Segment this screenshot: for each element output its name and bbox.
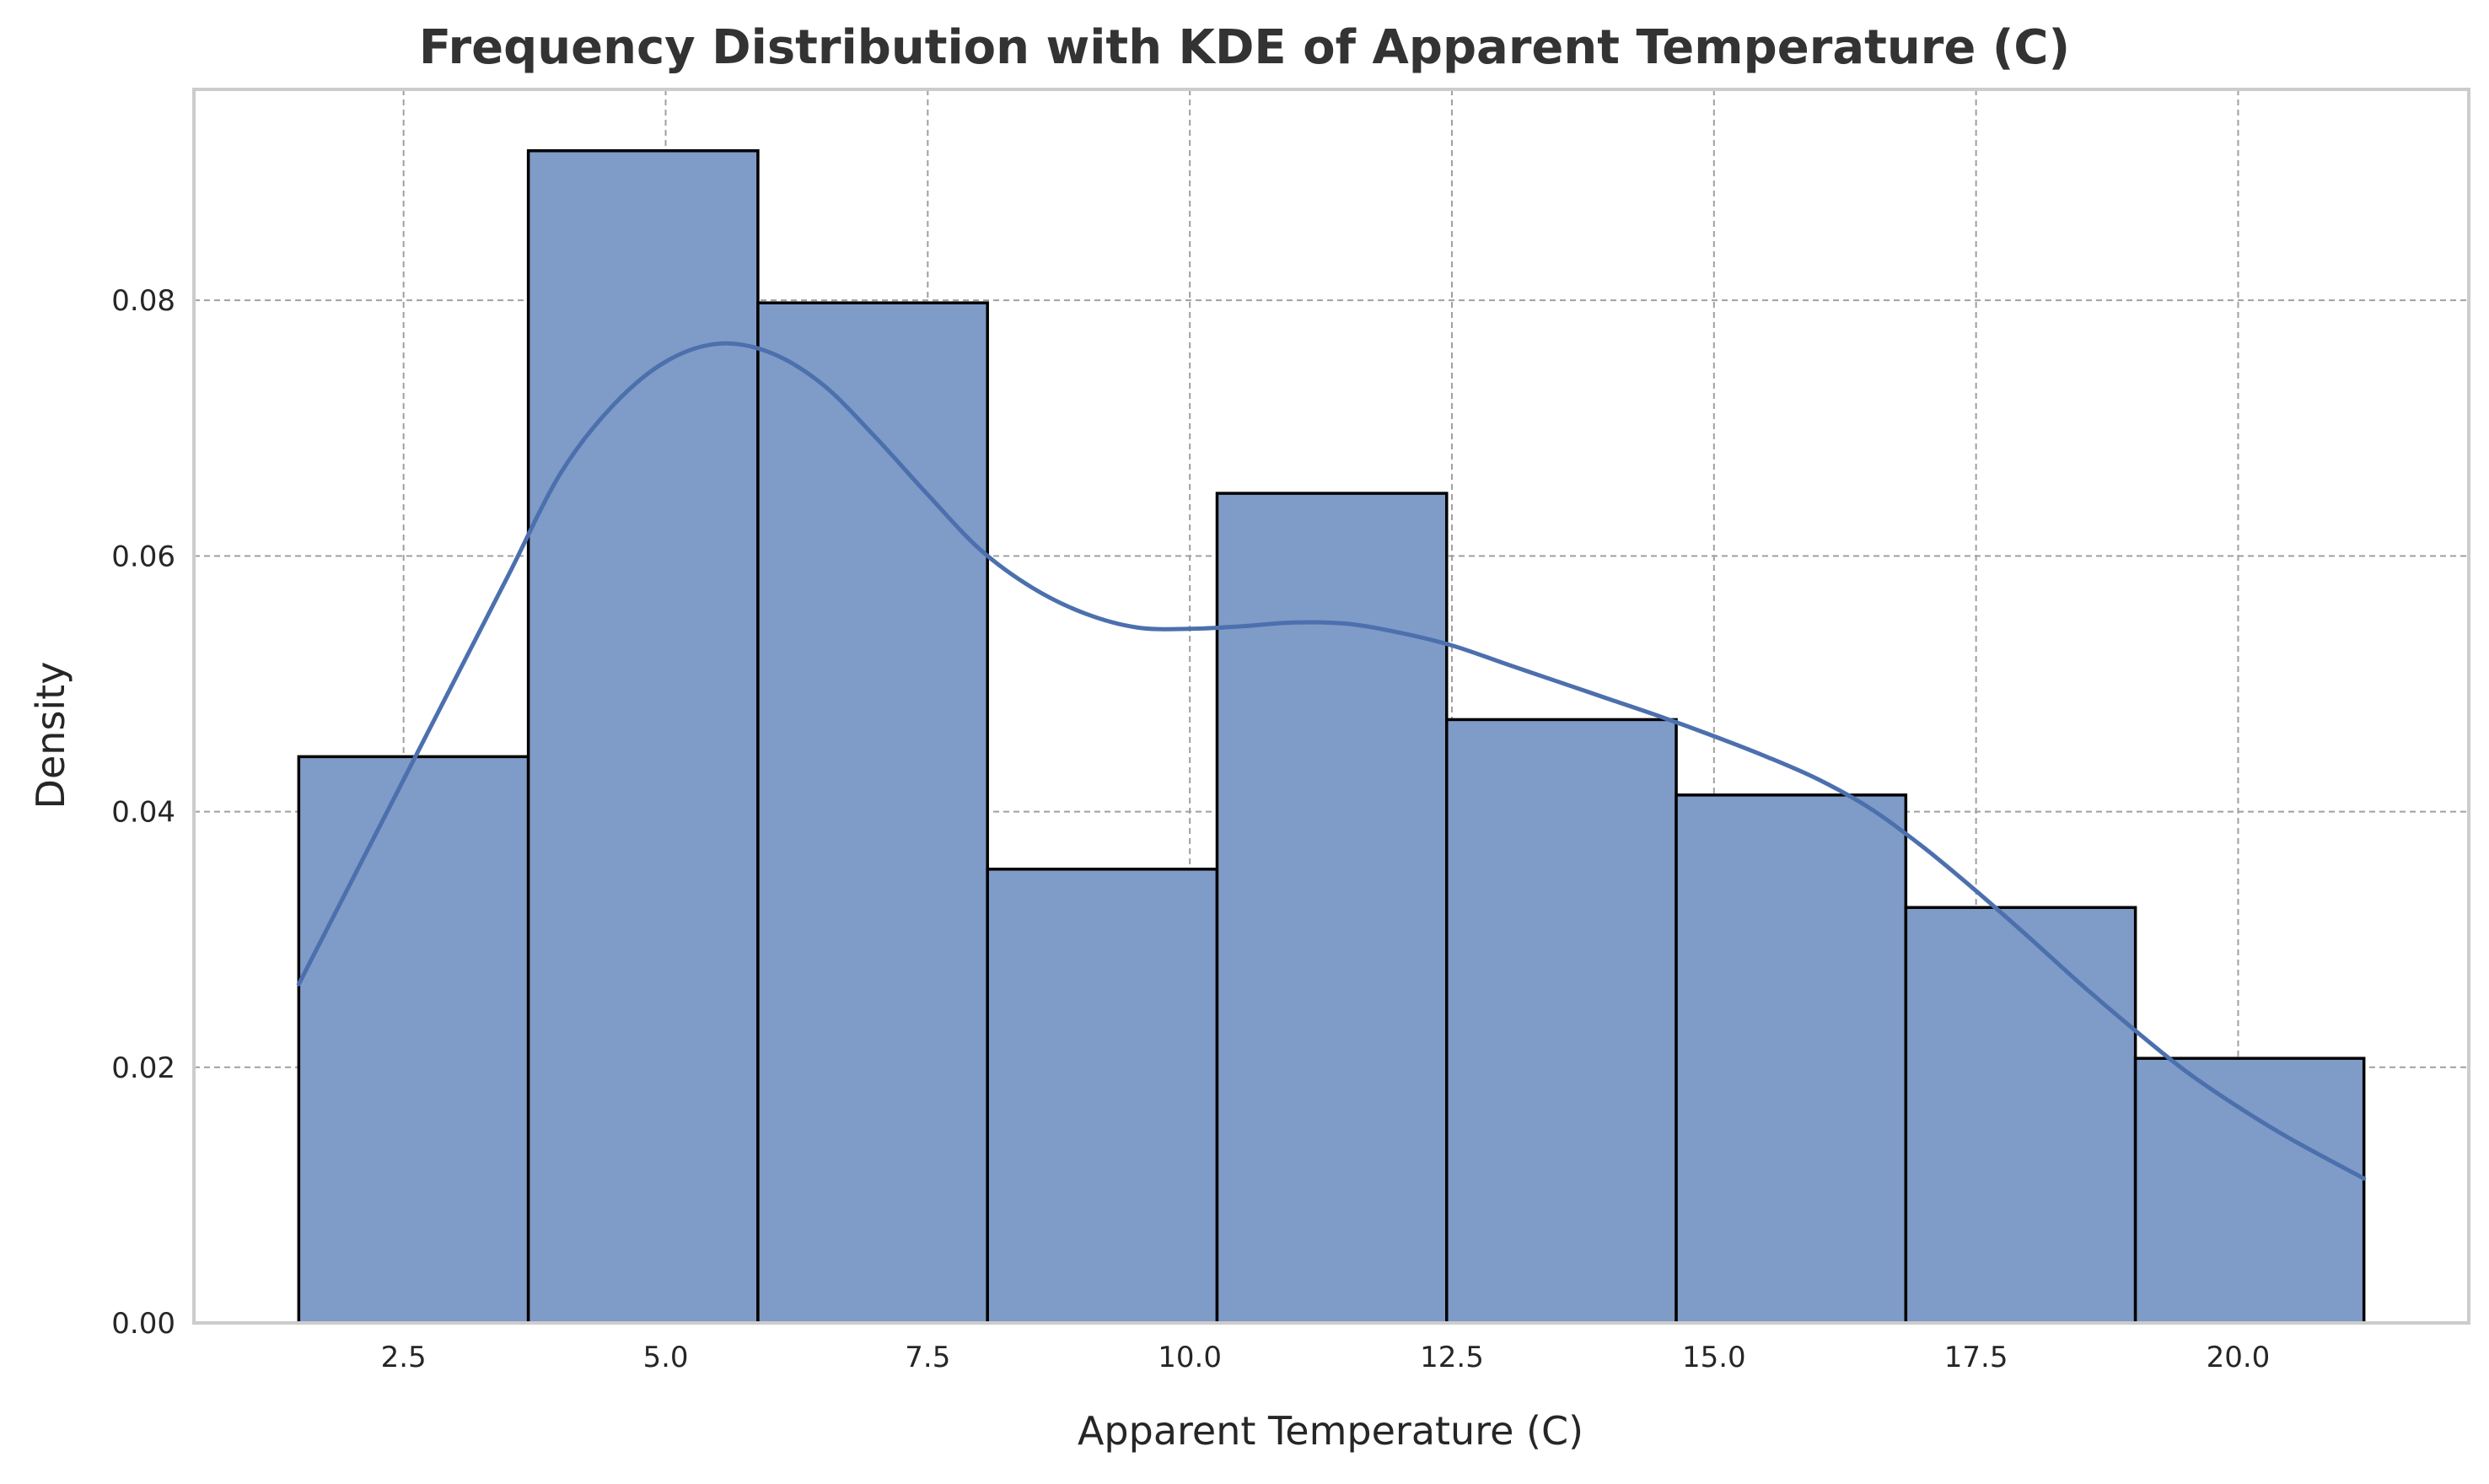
histogram-bar [756, 301, 989, 1325]
histogram-bar [1445, 718, 1678, 1325]
histogram-bar [297, 755, 530, 1325]
x-tick-label: 15.0 [1682, 1341, 1746, 1374]
kde-curve-group [296, 341, 2367, 1181]
histogram-bar [986, 868, 1219, 1325]
histogram-bar [2133, 1057, 2366, 1325]
x-tick-label: 2.5 [381, 1341, 427, 1374]
x-tick-label: 5.0 [642, 1341, 688, 1374]
histogram-bar [1675, 793, 1908, 1325]
y-tick-label: 0.02 [111, 1051, 175, 1085]
x-tick-label: 12.5 [1420, 1341, 1484, 1374]
x-tick-label: 10.0 [1158, 1341, 1222, 1374]
kde-curve [296, 341, 2367, 1181]
y-tick-label: 0.06 [111, 540, 175, 573]
histogram-bar [1904, 906, 2137, 1325]
axes-frame [192, 88, 2470, 1325]
histogram-bar [526, 149, 760, 1325]
x-tick-labels: 2.5 5.0 7.5 10.0 12.5 15.0 17.5 20.0 [381, 1341, 2271, 1374]
y-axis-label: Density [28, 662, 73, 809]
x-axis-label: Apparent Temperature (C) [1078, 1408, 1583, 1454]
y-tick-label: 0.04 [111, 796, 175, 830]
x-tick-label: 17.5 [1944, 1341, 2008, 1374]
y-tick-label: 0.00 [111, 1307, 175, 1341]
x-tick-label: 7.5 [905, 1341, 950, 1374]
histogram-bars [297, 149, 2366, 1325]
x-tick-label: 20.0 [2207, 1341, 2271, 1374]
y-tick-label: 0.08 [111, 284, 175, 318]
y-tick-labels: 0.00 0.02 0.04 0.06 0.08 [111, 284, 175, 1341]
histogram-bar [1215, 492, 1449, 1325]
chart-title: Frequency Distribution with KDE of Appar… [419, 20, 2070, 75]
